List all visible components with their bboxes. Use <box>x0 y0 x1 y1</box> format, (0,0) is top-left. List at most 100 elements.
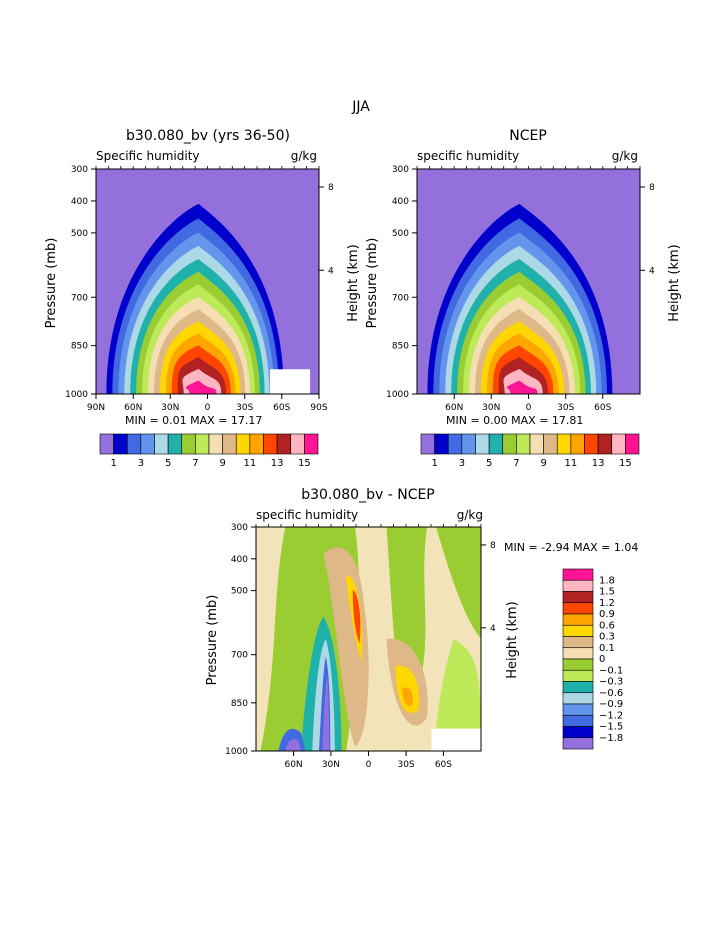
latitude-tick-label: 0 <box>205 403 211 413</box>
colorbar-swatch <box>562 703 594 716</box>
colorbar-label: 15 <box>298 458 311 469</box>
contour-band <box>185 380 217 394</box>
colorbar-swatch <box>562 568 594 581</box>
colorbar-swatch <box>167 433 183 455</box>
colorbar-swatch <box>562 602 594 615</box>
latitude-tick-label: 90S <box>310 403 327 413</box>
colorbar-label: 1.2 <box>599 598 615 609</box>
pressure-tick-label: 700 <box>231 651 248 661</box>
colorbar-swatch <box>584 433 599 455</box>
colorbar-swatch <box>562 647 594 660</box>
colorbar-label: −1.5 <box>599 722 623 733</box>
height-tick-label: 4 <box>649 266 655 276</box>
variable-label: Specific humidity <box>96 149 200 163</box>
pressure-tick-label: 850 <box>392 342 409 352</box>
colorbar-label: −0.1 <box>599 665 623 676</box>
height-tick-label: 8 <box>328 183 334 193</box>
colorbar-label: 5 <box>165 458 171 469</box>
contour-band <box>352 589 361 644</box>
panel-ncep: NCEP specific humidity g/kg 300 400 500 700… <box>365 128 682 469</box>
colorbar: 1.81.51.20.90.60.30.10−0.1−0.3−0.6−0.9−1… <box>562 568 623 750</box>
colorbar-label: 9 <box>540 458 546 469</box>
colorbar-label: 13 <box>271 458 284 469</box>
pressure-axis: 300 400 500 700 850 1000 <box>65 165 96 400</box>
colorbar-swatch <box>263 433 278 455</box>
colorbar-label: 3 <box>459 458 465 469</box>
y-axis-title: Pressure (mb) <box>205 595 220 686</box>
colorbar-swatch <box>290 433 305 455</box>
colorbar-swatch <box>276 433 292 455</box>
pressure-tick-label: 300 <box>71 165 88 175</box>
pressure-tick-label: 500 <box>71 229 88 239</box>
height-axis: 84 <box>640 183 655 276</box>
latitude-tick-label: 30N <box>482 403 500 413</box>
missing-data-mask <box>431 728 481 751</box>
pressure-tick-label: 400 <box>392 197 409 207</box>
y-axis-title: Pressure (mb) <box>44 238 59 329</box>
colorbar-swatch <box>597 433 613 455</box>
colorbar-swatch <box>304 433 319 455</box>
pressure-tick-label: 700 <box>71 293 88 303</box>
colorbar-swatch <box>502 433 517 455</box>
colorbar-swatch <box>562 636 594 649</box>
y-axis-title: Pressure (mb) <box>365 238 380 329</box>
latitude-axis: 60N 30N 0 30S 60S <box>255 524 482 770</box>
colorbar-swatch <box>562 658 594 671</box>
latitude-tick-label: 60N <box>124 403 142 413</box>
colorbar-label: 15 <box>619 458 632 469</box>
colorbar-swatch <box>208 433 223 455</box>
height-tick-label: 4 <box>490 624 496 634</box>
pressure-axis: 300 400 500 700 850 1000 <box>225 523 256 757</box>
units-label: g/kg <box>457 508 483 522</box>
colorbar-label: 9 <box>219 458 225 469</box>
contour-band <box>436 527 481 639</box>
latitude-tick-label: 60N <box>445 403 463 413</box>
min-max-stats: MIN = 0.00 MAX = 17.81 <box>446 414 583 427</box>
colorbar-label: 11 <box>244 458 257 469</box>
colorbar-swatch <box>611 433 626 455</box>
colorbar-label: 3 <box>138 458 144 469</box>
page-title: JJA <box>351 99 370 115</box>
colorbar-label: 7 <box>192 458 198 469</box>
colorbar-label: −0.6 <box>599 688 623 699</box>
latitude-tick-label: 30S <box>236 403 253 413</box>
height-tick-label: 8 <box>649 183 655 193</box>
colorbar-label: 0.6 <box>599 620 615 631</box>
colorbar-swatch <box>543 433 558 455</box>
pressure-axis: 300 400 500 700 850 1000 <box>386 165 417 400</box>
pressure-tick-label: 850 <box>71 342 88 352</box>
panel-title: b30.080_bv - NCEP <box>301 487 435 503</box>
colorbar-label: −0.9 <box>599 699 623 710</box>
contour-band <box>322 674 330 751</box>
colorbar-swatch <box>570 433 585 455</box>
colorbar-label: 0.1 <box>599 643 615 654</box>
contour-band <box>506 380 538 394</box>
colorbar-label: −1.2 <box>599 710 623 721</box>
latitude-tick-label: 60S <box>435 760 452 770</box>
pressure-tick-label: 400 <box>71 197 88 207</box>
pressure-tick-label: 700 <box>392 293 409 303</box>
panel-title: NCEP <box>509 128 547 144</box>
colorbar-label: 1.5 <box>599 587 615 598</box>
colorbar-swatch <box>113 433 128 455</box>
latitude-tick-label: 30N <box>322 760 340 770</box>
colorbar-swatch <box>516 433 531 455</box>
panel-model: b30.080_bv (yrs 36-50) Specific humidity… <box>44 128 361 469</box>
latitude-tick-label: 0 <box>526 403 532 413</box>
colorbar-swatch <box>420 433 435 455</box>
height-tick-label: 8 <box>490 541 496 551</box>
min-max-stats: MIN = 0.01 MAX = 17.17 <box>125 414 262 427</box>
contour-plot <box>95 168 320 395</box>
height-axis: 84 <box>319 183 334 276</box>
variable-label: specific humidity <box>417 149 519 163</box>
pressure-tick-label: 1000 <box>225 747 248 757</box>
colorbar-label: 13 <box>592 458 605 469</box>
colorbar-label: 11 <box>565 458 578 469</box>
colorbar-swatch <box>461 433 476 455</box>
latitude-tick-label: 60N <box>284 760 302 770</box>
colorbar-label: −0.3 <box>599 677 623 688</box>
colorbar-label: 7 <box>513 458 519 469</box>
latitude-tick-label: 90N <box>87 403 105 413</box>
colorbar-label: 0 <box>599 654 605 665</box>
